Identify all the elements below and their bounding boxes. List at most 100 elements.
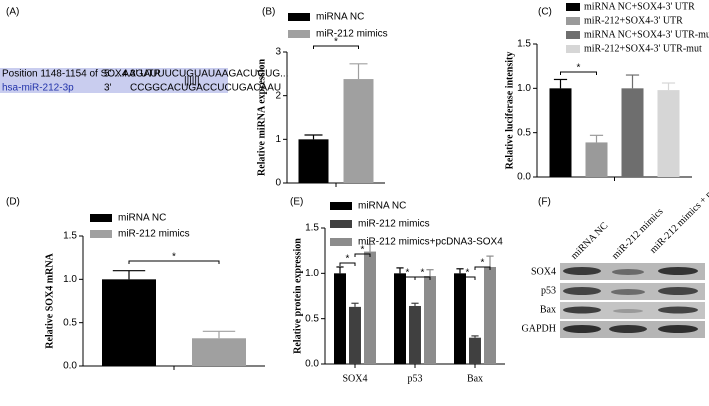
y-tick-label: 3 (275, 47, 281, 58)
y-tick-label: 0.5 (63, 317, 77, 328)
panel-label: (F) (538, 197, 551, 208)
bar (192, 338, 246, 366)
bar (364, 251, 376, 364)
y-tick-label: 0.0 (305, 359, 319, 370)
bar (621, 88, 644, 177)
y-tick-label: 2 (275, 90, 281, 101)
blot-row: SOX4 (531, 266, 556, 277)
y-tick-label: 1.0 (63, 274, 77, 285)
y-axis-label: Relative luciferase intensity (504, 52, 515, 170)
significance-label: * (172, 252, 176, 263)
target-name: Position 1148-1154 of SOX4 3' UTR (2, 69, 161, 80)
significance-label: * (577, 63, 581, 74)
legend-label: miRNA NC+SOX4-3' UTR (584, 1, 695, 12)
legend-label: miRNA NC (358, 201, 406, 212)
bar (409, 305, 421, 364)
panel-label: (B) (262, 7, 275, 18)
panel-label: (A) (6, 7, 19, 18)
bar (424, 276, 436, 364)
panel-label: (D) (6, 197, 20, 208)
mirna-end: 3' (104, 83, 112, 94)
legend-swatch (90, 214, 112, 222)
significance-label: * (466, 268, 470, 279)
bar (334, 273, 346, 364)
bar (298, 139, 329, 183)
blot-row: Bax (540, 304, 556, 315)
y-tick-label: 1 (275, 134, 281, 145)
y-tick-label: 0.0 (63, 361, 77, 372)
y-axis-label: Relative SOX4 mRNA (44, 252, 55, 348)
significance-bracket (313, 45, 359, 49)
significance-label: * (481, 258, 485, 269)
legend-label: miR-212 mimics (316, 29, 388, 40)
pairing: |||||| (184, 76, 200, 87)
significance-bracket (354, 253, 371, 257)
significance-bracket (339, 262, 356, 266)
y-tick-label: 0.0 (517, 172, 531, 183)
target-end: 5' (104, 69, 112, 80)
legend-swatch (90, 230, 112, 238)
blot-column: miRNA NC (569, 220, 611, 262)
legend-swatch (566, 3, 580, 11)
legend-label: miR-212+SOX4-3' UTR (584, 15, 683, 26)
y-tick-label: 1.0 (305, 268, 319, 279)
significance-bracket (474, 266, 491, 270)
y-tick-label: 1.5 (517, 39, 531, 50)
bar (657, 90, 680, 177)
legend-label: miR-212 mimics (358, 219, 430, 230)
bar (585, 142, 608, 177)
y-tick-label: 0.5 (517, 127, 531, 138)
target-seq: ...AAGAUUUCUGUAUAAGACUGUG... (114, 69, 288, 80)
bar (343, 79, 374, 183)
legend-label: miR-212 mimics+pcDNA3-SOX4 (358, 237, 503, 248)
legend-label: miR-212 mimics (118, 229, 190, 240)
bar (394, 273, 406, 364)
significance-label: * (421, 268, 425, 279)
x-tick-label: SOX4 (342, 373, 367, 384)
x-tick-label: p53 (408, 373, 423, 384)
y-axis-label: Relative protein expression (292, 238, 303, 354)
legend-swatch (566, 31, 580, 39)
y-tick-label: 1.5 (305, 223, 319, 234)
significance-bracket (459, 276, 476, 280)
legend-swatch (566, 45, 580, 53)
significance-bracket (128, 260, 220, 264)
panel-label: (E) (290, 197, 303, 208)
significance-label: * (361, 245, 365, 256)
mirna-name: hsa-miR-212-3p (2, 83, 74, 94)
significance-bracket (560, 71, 597, 75)
y-tick-label: 1.0 (517, 83, 531, 94)
significance-label: * (346, 254, 350, 265)
legend-swatch (566, 17, 580, 25)
alignment-box (0, 68, 228, 93)
legend-swatch (330, 202, 352, 210)
legend-label: miRNA NC (118, 213, 166, 224)
blot (560, 263, 705, 338)
y-axis-label: Relative miRNA expression (256, 59, 267, 176)
x-tick-label: Bax (467, 373, 483, 384)
bar (484, 266, 496, 364)
bar (349, 306, 361, 364)
blot-row: p53 (541, 285, 556, 296)
significance-label: * (334, 37, 338, 48)
legend-swatch (330, 220, 352, 228)
legend-label: miRNA NC+SOX4-3' UTR-mut (584, 29, 709, 40)
panel-label: (C) (538, 7, 552, 18)
legend-swatch (288, 30, 310, 38)
significance-bracket (414, 276, 431, 280)
legend-swatch (330, 238, 352, 246)
legend-label: miR-212+SOX4-3' UTR-mut (584, 43, 702, 54)
bar (454, 273, 466, 364)
bar (549, 88, 572, 177)
bar (469, 337, 481, 364)
legend-label: miRNA NC (316, 12, 364, 23)
bar (102, 279, 156, 366)
y-tick-label: 1.5 (63, 231, 77, 242)
legend-swatch (288, 13, 310, 21)
y-tick-label: 0 (275, 178, 281, 189)
blot-row: GAPDH (522, 323, 556, 334)
significance-label: * (406, 268, 410, 279)
mirna-seq: CCGGCACUGACCUCUGACAAU (130, 83, 281, 94)
y-tick-label: 0.5 (305, 313, 319, 324)
